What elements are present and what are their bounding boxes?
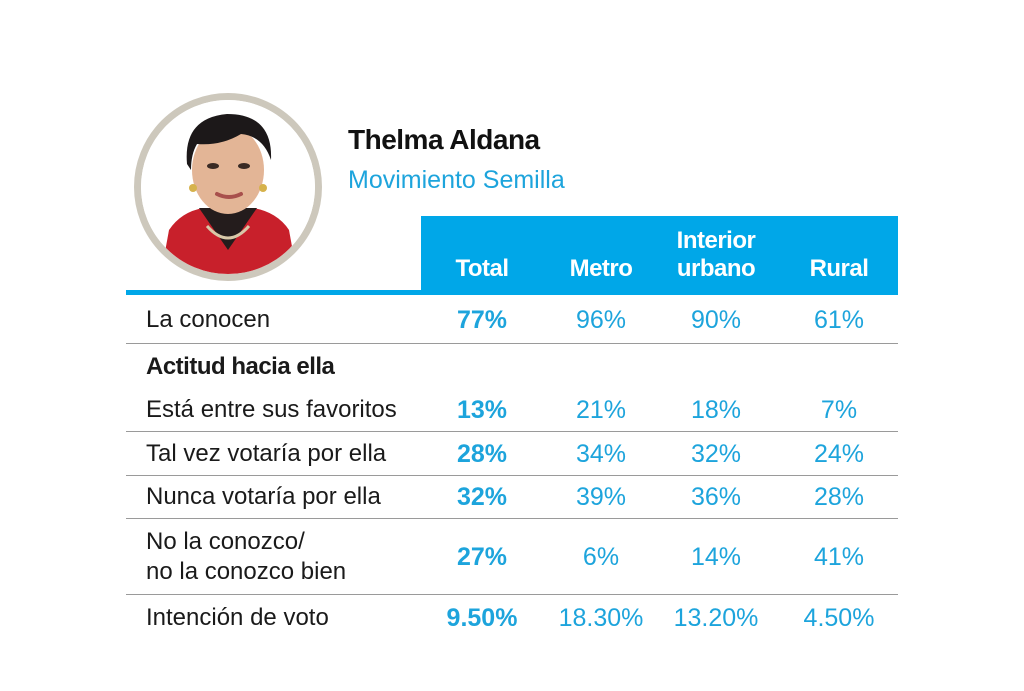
column-header-rural: Rural: [779, 255, 899, 283]
column-header-metro: Metro: [541, 255, 661, 283]
value-cell-metro: 18.30%: [558, 603, 644, 632]
column-header-line: urbano: [676, 255, 756, 282]
column-header-line: Metro: [569, 255, 633, 282]
row-label-line: La conocen: [146, 306, 271, 333]
row-label: La conocen: [146, 305, 270, 335]
value-cell-total: 28%: [456, 439, 508, 468]
value-cell-total: 32%: [456, 483, 508, 511]
candidate-portrait: [134, 93, 322, 281]
value-cell-metro: 21%: [575, 395, 627, 424]
row-divider: [126, 518, 898, 519]
row-label-line: no la conozco bien: [146, 557, 347, 585]
row-label-line: Tal vez votaría por ella: [146, 439, 387, 467]
value-cell-interior-urbano: 13.20%: [673, 603, 759, 632]
value-cell-interior-urbano: 14%: [690, 542, 742, 571]
row-divider: [126, 431, 898, 432]
value-cell-rural: 24%: [813, 439, 865, 468]
row-label-line: No la conozco/: [146, 527, 305, 555]
column-header-line: Rural: [809, 255, 869, 282]
table-header-rule: [126, 290, 898, 295]
row-label-line: Intención de voto: [146, 603, 329, 631]
value-cell-interior-urbano: 36%: [690, 483, 742, 511]
value-cell-interior-urbano: 32%: [690, 439, 742, 468]
value-cell-metro: 39%: [575, 483, 627, 511]
candidate-party: Movimiento Semilla: [348, 166, 565, 194]
value-cell-rural: 4.50%: [803, 603, 875, 632]
table-header-band: [421, 216, 898, 294]
value-cell-metro: 34%: [575, 439, 627, 468]
value-cell-interior-urbano: 90%: [690, 306, 742, 334]
value-cell-rural: 7%: [820, 395, 858, 424]
row-divider: [126, 475, 898, 476]
row-label-line: Nunca votaría por ella: [146, 483, 381, 510]
row-label: No la conozco/no la conozco bien: [146, 527, 346, 587]
value-cell-metro: 6%: [582, 542, 620, 571]
column-header-total: Total: [422, 255, 542, 283]
row-label-line: Está entre sus favoritos: [146, 395, 397, 423]
column-header-line: Total: [455, 255, 509, 282]
value-cell-rural: 28%: [813, 483, 865, 511]
section-heading: Actitud hacia ella: [146, 352, 335, 382]
row-label: Intención de voto: [146, 603, 329, 633]
value-cell-interior-urbano: 18%: [690, 395, 742, 424]
value-cell-metro: 96%: [575, 306, 627, 334]
candidate-name: Thelma Aldana: [348, 124, 540, 155]
value-cell-rural: 61%: [813, 306, 865, 334]
row-divider: [126, 594, 898, 595]
portrait-image: [141, 100, 315, 274]
row-divider: [126, 343, 898, 344]
value-cell-total: 77%: [456, 306, 508, 334]
column-header-interior-urbano: Interior urbano: [656, 227, 776, 283]
value-cell-total: 13%: [456, 395, 508, 424]
row-label-line: Actitud hacia ella: [146, 352, 335, 380]
row-label: Está entre sus favoritos: [146, 395, 397, 425]
row-label: Nunca votaría por ella: [146, 482, 381, 512]
value-cell-total: 9.50%: [446, 603, 518, 632]
row-label: Tal vez votaría por ella: [146, 439, 386, 469]
value-cell-total: 27%: [456, 542, 508, 571]
value-cell-rural: 41%: [813, 542, 865, 571]
column-header-line: Interior: [676, 227, 756, 254]
